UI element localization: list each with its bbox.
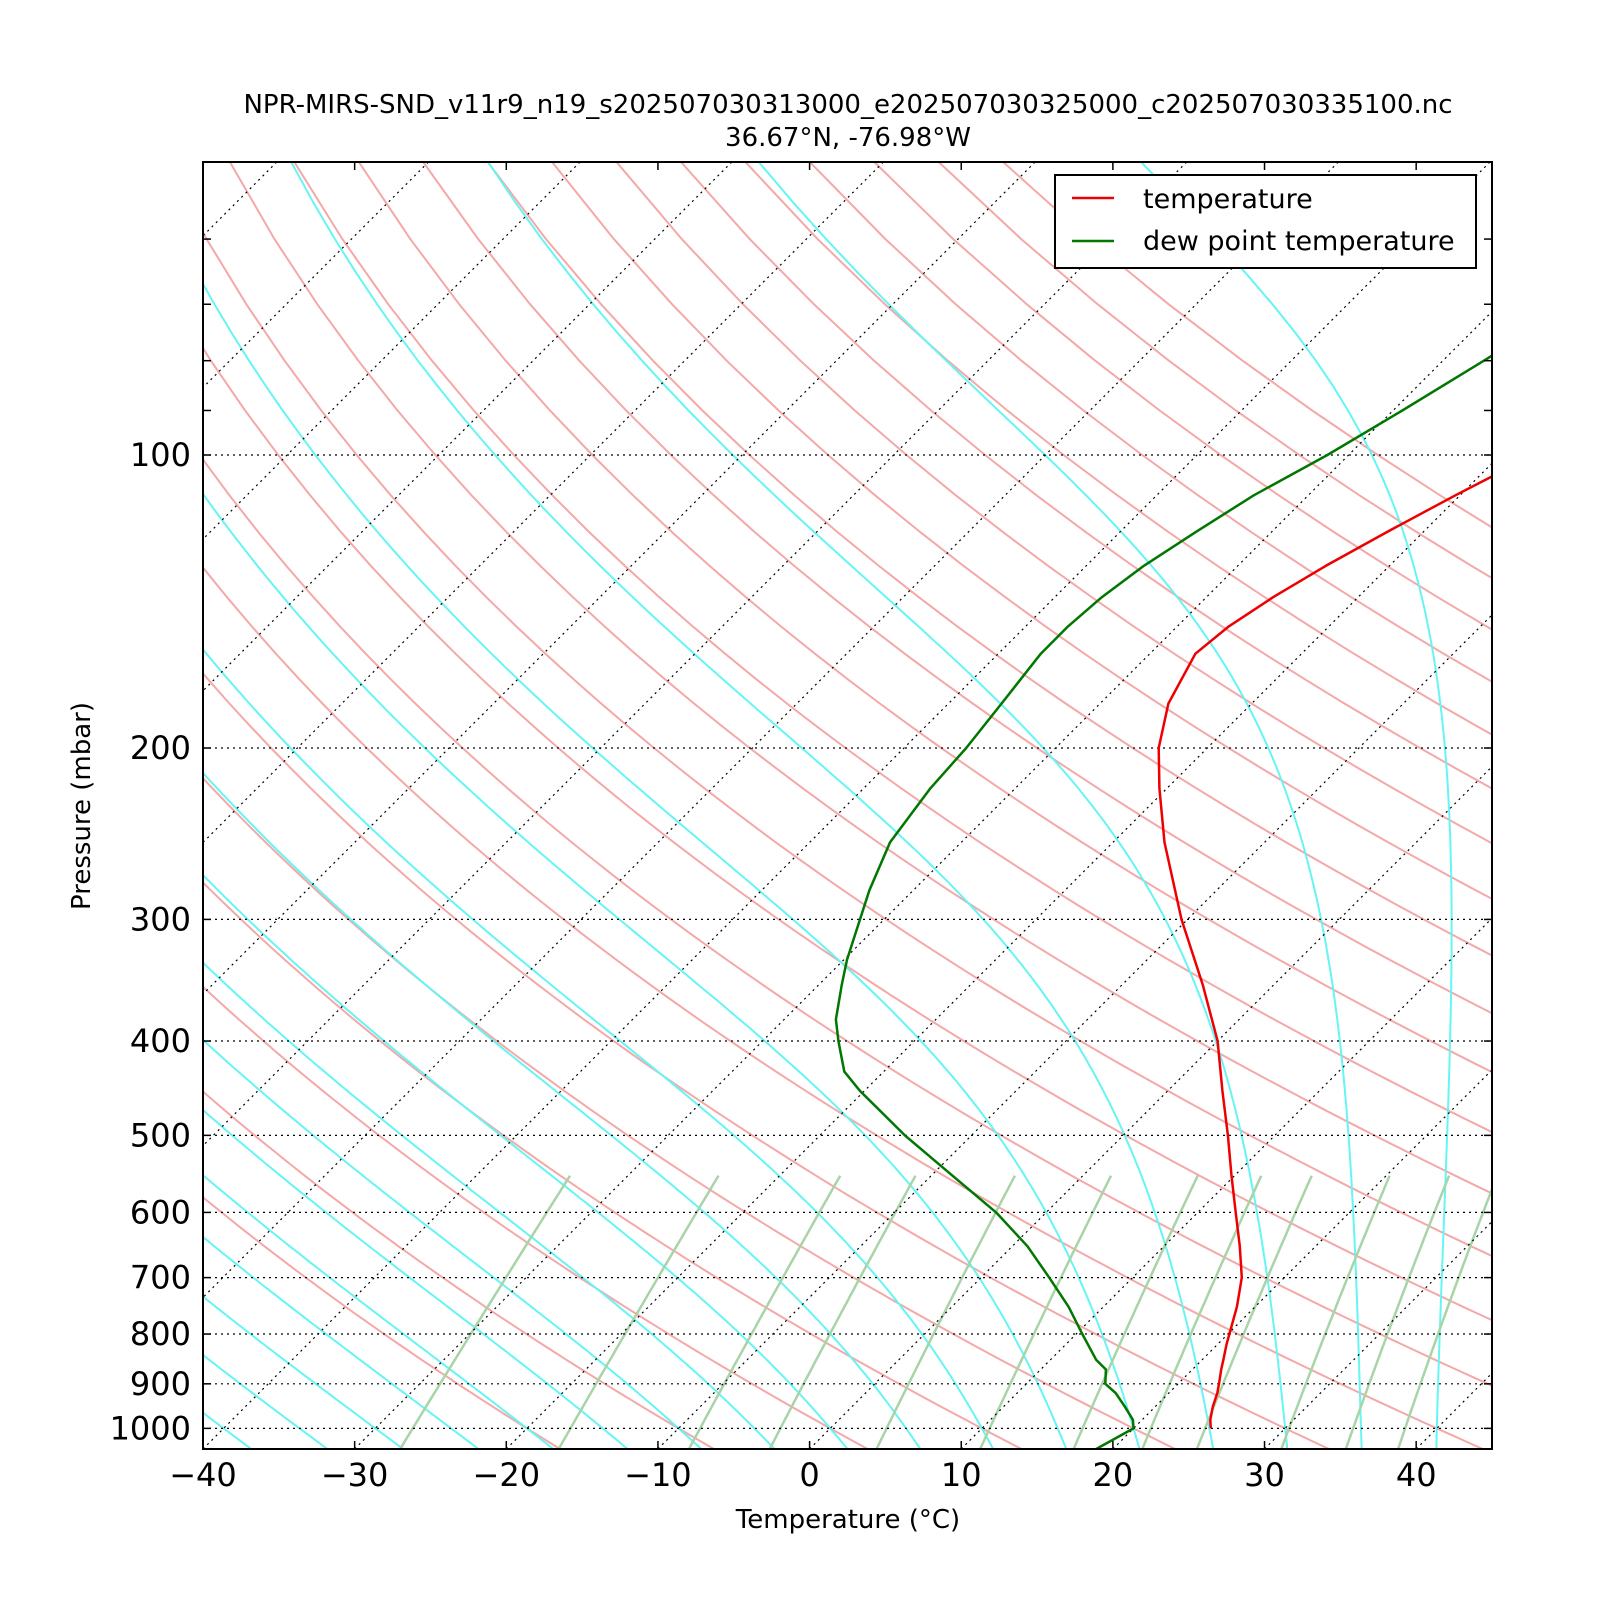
x-tick-label: 40 (1396, 1456, 1437, 1494)
legend-label-dewpoint: dew point temperature (1143, 226, 1455, 257)
dry-adiabat-line (203, 985, 869, 1449)
moist-adiabat-line (203, 1108, 629, 1449)
y-tick-label: 1000 (110, 1409, 191, 1447)
mixing-ratio-line (687, 1175, 842, 1449)
mixing-ratio-line (1344, 1175, 1451, 1449)
dry-adiabat-line (203, 346, 1492, 1322)
x-tick-label: −30 (321, 1456, 389, 1494)
dry-adiabat-line (293, 162, 1492, 1134)
y-axis-label: Pressure (mbar) (67, 702, 97, 910)
dry-adiabat-line (203, 457, 1492, 1387)
x-tick-label: −40 (169, 1456, 237, 1494)
plot-frame (202, 161, 1493, 1450)
x-tick-label: 20 (1093, 1456, 1134, 1494)
mixing-ratio-line (1072, 1175, 1199, 1449)
x-tick-labels: −40 −30 −20 −10 0 10 20 30 40 (169, 1456, 1436, 1494)
dewpoint-profile-line (834, 354, 1492, 1449)
sounding-profiles (834, 354, 1492, 1449)
x-tick-label: 0 (799, 1456, 819, 1494)
dry-adiabat-line (203, 1090, 715, 1449)
dry-adiabat-line (680, 162, 1492, 790)
dry-adiabat-line (357, 162, 1492, 1074)
mixing-ratio-line (1141, 1175, 1263, 1449)
x-axis-label: Temperature (°C) (735, 1505, 960, 1535)
plot-area (203, 162, 1492, 1449)
dry-adiabat-line (486, 162, 1492, 957)
moist-adiabat-line (203, 873, 849, 1449)
dry-adiabat-line (203, 230, 1492, 1258)
isobar-gridlines (203, 454, 1492, 1430)
mixing-ratio-lines (399, 1175, 1492, 1449)
dry-adiabat-line (615, 162, 1492, 845)
moist-adiabat-line (203, 281, 1141, 1449)
moist-adiabat-line (758, 162, 1363, 1449)
y-tick-label: 300 (130, 900, 191, 938)
x-tick-label: 10 (941, 1456, 982, 1494)
y-tick-label: 100 (130, 436, 191, 474)
chart-subtitle: 36.67°N, -76.98°W (725, 123, 971, 153)
moist-adiabat-line (203, 961, 776, 1449)
legend: temperature dew point temperature (1054, 174, 1477, 269)
dry-adiabat-line (203, 671, 1330, 1449)
moist-adiabat-line (203, 1353, 328, 1449)
legend-label-temperature: temperature (1143, 184, 1313, 215)
x-tick-label: −10 (624, 1456, 692, 1494)
moist-adiabat-line (1140, 162, 1453, 1449)
dry-adiabat-line (203, 776, 1176, 1449)
x-tick-label: 30 (1244, 1456, 1285, 1494)
dry-adiabat-line (422, 162, 1492, 1015)
y-tick-label: 500 (130, 1116, 191, 1154)
mixing-ratio-line (1396, 1185, 1492, 1449)
legend-box (1054, 174, 1477, 269)
dry-adiabats (203, 162, 1492, 1449)
y-tick-labels: 100 200 300 400 500 600 700 800 900 1000 (110, 436, 191, 1447)
temperature-profile-line (1157, 475, 1492, 1429)
y-tick-label: 900 (130, 1365, 191, 1403)
dry-adiabat-line (229, 162, 1492, 1195)
dry-adiabat-line (203, 566, 1484, 1449)
axis-ticks (202, 161, 1492, 1449)
mixing-ratio-line (399, 1175, 572, 1449)
dry-adiabat-line (203, 881, 1022, 1449)
chart-title: NPR-MIRS-SND_v11r9_n19_s202507030313000_… (243, 90, 1452, 120)
mixing-ratio-line (768, 1175, 917, 1449)
moist-adiabat-line (203, 1038, 702, 1449)
moist-adiabat-line (487, 162, 1289, 1449)
mixing-ratio-line (875, 1175, 1017, 1449)
y-tick-label: 400 (130, 1022, 191, 1060)
moist-adiabat-line (203, 1235, 480, 1449)
moist-adiabat-line (203, 1295, 404, 1449)
y-tick-label: 200 (130, 729, 191, 767)
x-tick-label: −20 (473, 1456, 541, 1494)
dry-adiabat-line (551, 162, 1492, 901)
moist-adiabat-line (290, 162, 1215, 1449)
y-tick-label: 600 (130, 1193, 191, 1231)
y-tick-label: 700 (130, 1259, 191, 1297)
moist-adiabat-line (203, 771, 922, 1449)
y-tick-label: 800 (130, 1315, 191, 1353)
